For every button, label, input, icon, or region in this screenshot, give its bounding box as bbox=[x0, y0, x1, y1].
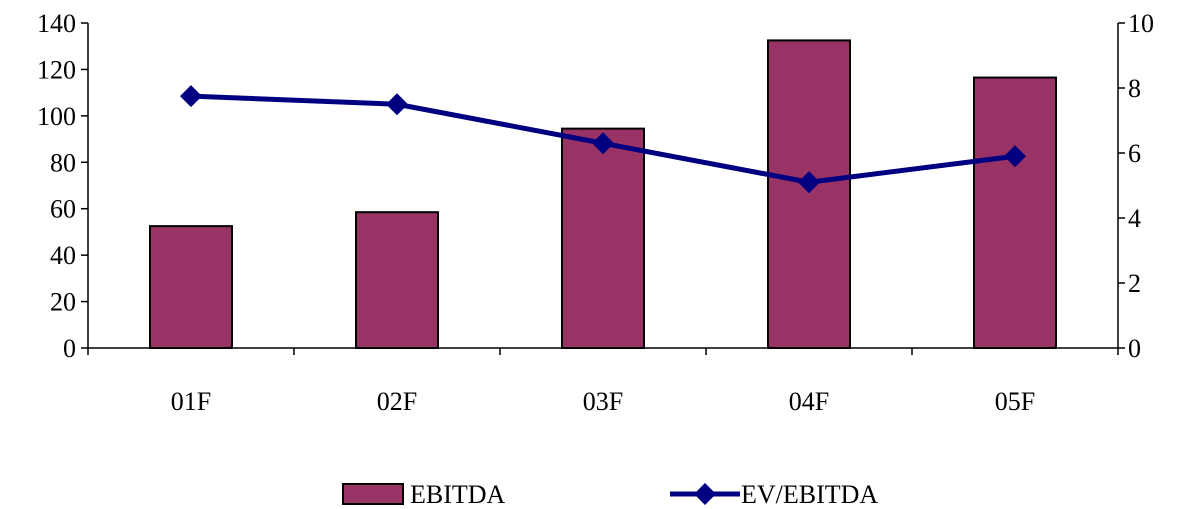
bar-03F bbox=[561, 127, 645, 349]
point-03F bbox=[592, 132, 614, 155]
bar-05F bbox=[973, 76, 1057, 350]
y-left-tick-label: 20 bbox=[50, 288, 76, 317]
bar-group bbox=[149, 39, 1057, 350]
y-right-tick-label: 0 bbox=[1128, 334, 1141, 363]
point-01F bbox=[180, 85, 202, 108]
axes: 0 20 40 60 80 100 120 140 0 2 4 6 8 10 01F 02F 03F 04F 05F bbox=[37, 9, 1154, 416]
y-right-tick-label: 8 bbox=[1128, 74, 1141, 103]
x-tick-label: 02F bbox=[377, 387, 417, 416]
bar-02F bbox=[355, 211, 439, 349]
point-05F bbox=[1004, 145, 1026, 168]
legend: EBITDA EV/EBITDA bbox=[342, 480, 878, 509]
legend-label-ev-ebitda: EV/EBITDA bbox=[741, 480, 878, 509]
x-tick-label: 05F bbox=[995, 387, 1035, 416]
y-left-tick-label: 120 bbox=[37, 55, 76, 84]
point-02F bbox=[386, 93, 408, 116]
y-right-tick-label: 6 bbox=[1128, 139, 1141, 168]
bar-01F bbox=[149, 225, 233, 349]
legend-marker-ev-ebitda bbox=[694, 483, 716, 505]
x-tick-label: 03F bbox=[583, 387, 623, 416]
y-left-tick-label: 140 bbox=[37, 9, 76, 38]
y-left-tick-label: 0 bbox=[63, 334, 76, 363]
legend-label-ebitda: EBITDA bbox=[410, 480, 506, 509]
point-04F bbox=[798, 171, 820, 194]
y-left-tick-label: 40 bbox=[50, 241, 76, 270]
bar-04F bbox=[767, 39, 851, 350]
line-series-group bbox=[180, 85, 1026, 194]
y-left-tick-label: 100 bbox=[37, 102, 76, 131]
y-right-tick-label: 2 bbox=[1128, 269, 1141, 298]
y-left-tick-label: 60 bbox=[50, 195, 76, 224]
y-left-tick-label: 80 bbox=[50, 148, 76, 177]
x-tick-label: 01F bbox=[171, 387, 211, 416]
y-right-tick-label: 4 bbox=[1128, 204, 1141, 233]
y-right-tick-label: 10 bbox=[1128, 9, 1154, 38]
legend-swatch-ebitda bbox=[342, 483, 404, 505]
x-tick-label: 04F bbox=[789, 387, 829, 416]
